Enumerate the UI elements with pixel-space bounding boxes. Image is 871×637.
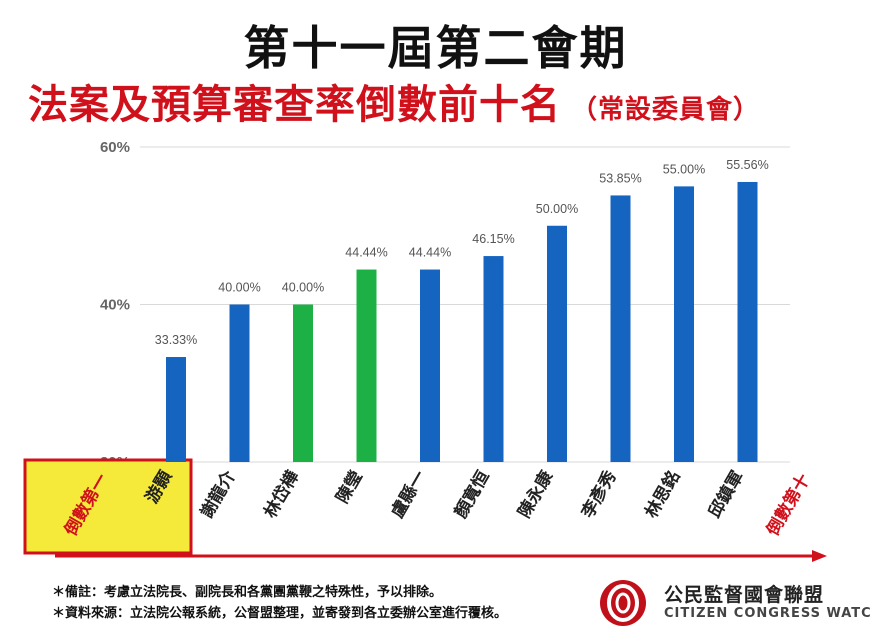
bar-data-label: 53.85% bbox=[599, 171, 641, 185]
x-category-label: 陳永康 bbox=[514, 466, 558, 522]
bar bbox=[737, 181, 758, 462]
logo-name-zh: 公民監督國會聯盟 bbox=[664, 584, 825, 606]
bar bbox=[229, 304, 250, 462]
x-category-label: 盧縣一 bbox=[387, 467, 431, 522]
bar-data-label: 44.44% bbox=[409, 246, 451, 260]
bar-data-label: 55.00% bbox=[663, 162, 705, 176]
bar bbox=[420, 269, 440, 462]
footer-note-2: ＊資料來源：立法院公報系統，公督盟整理，並寄發到各立委辦公室進行覆核。 bbox=[52, 606, 508, 621]
bar-data-label: 46.15% bbox=[472, 232, 514, 246]
bar-chart: 20%40%60%33.33%游顥40.00%謝龍介40.00%林岱樺44.44… bbox=[23, 139, 827, 562]
subtitle-note: （常設委員會） bbox=[571, 95, 761, 125]
footer-note-1: ＊備註：考慮立法院長、副院長和各黨團黨鞭之特殊性，予以排除。 bbox=[52, 585, 443, 600]
subtitle-main: 法案及預算審查率倒數前十名 bbox=[28, 82, 561, 128]
bar-data-label: 50.00% bbox=[536, 202, 578, 216]
x-category-label: 林思銘 bbox=[641, 467, 685, 522]
bar bbox=[293, 304, 313, 462]
footer-notes: ＊備註：考慮立法院長、副院長和各黨團黨鞭之特殊性，予以排除。 ＊資料來源：立法院… bbox=[52, 582, 507, 624]
bar bbox=[674, 186, 694, 462]
x-category-label: 李彥秀 bbox=[577, 467, 621, 522]
last-place-highlight-box bbox=[23, 458, 193, 555]
bar-data-label: 33.33% bbox=[155, 333, 197, 347]
bar bbox=[483, 256, 504, 462]
bar-data-label: 55.56% bbox=[726, 158, 768, 172]
rank-tenth-label: 倒數第十 bbox=[762, 470, 815, 540]
page-title: 第十一屆第二會期 bbox=[243, 21, 628, 75]
x-category-label: 林岱樺 bbox=[260, 467, 304, 522]
org-logo: 公民監督國會聯盟 CITIZEN CONGRESS WATCH bbox=[598, 578, 871, 630]
bar-data-label: 40.00% bbox=[282, 281, 324, 295]
x-category-label: 謝龍介 bbox=[196, 466, 240, 522]
x-category-label: 邱鎮軍 bbox=[704, 467, 748, 522]
y-tick-label: 60% bbox=[100, 139, 130, 156]
rank-arrow-head-icon bbox=[812, 550, 827, 562]
bar-data-label: 44.44% bbox=[345, 246, 387, 260]
logo-mark-icon bbox=[600, 580, 646, 626]
x-category-label: 顏寬恒 bbox=[450, 467, 494, 522]
y-tick-label: 40% bbox=[100, 297, 130, 314]
bar bbox=[547, 225, 567, 462]
logo-name-en: CITIZEN CONGRESS WATCH bbox=[664, 606, 871, 621]
bar bbox=[356, 269, 377, 462]
bar-data-label: 40.00% bbox=[218, 281, 260, 295]
x-category-label: 陳瑩 bbox=[332, 467, 367, 507]
bar bbox=[166, 357, 186, 462]
bar bbox=[610, 195, 631, 462]
page-subtitle: 法案及預算審查率倒數前十名 （常設委員會） bbox=[28, 72, 760, 130]
